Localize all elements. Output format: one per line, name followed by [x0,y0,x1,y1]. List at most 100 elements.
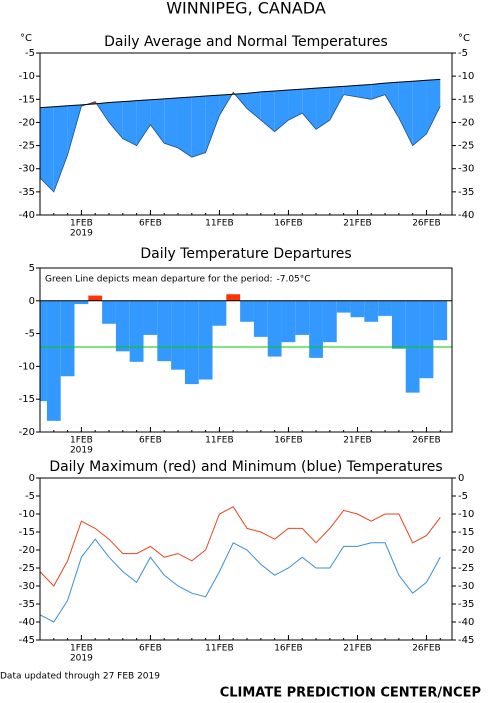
bar [129,300,144,362]
bar [433,300,448,341]
bar [157,300,172,362]
y-tick-label: -15 [458,94,474,105]
y-tick-label: -20 [19,427,35,438]
chart-title: Daily Maximum (red) and Minimum (blue) T… [49,459,442,475]
bar [198,300,213,380]
y-unit-label: °C [458,33,470,44]
y-tick-label: -35 [458,187,474,198]
anomaly-fill [136,99,151,146]
plot-frame [39,477,453,641]
y-tick-label: -20 [19,117,35,128]
y-tick-label: -20 [19,545,35,556]
x-tick-label: 1FEB [70,644,93,654]
x-tick-label: 6FEB [139,219,162,229]
anomaly-fill [53,105,68,192]
y-tick-label: -15 [458,527,474,538]
y-tick-label: -40 [19,617,35,628]
bar [102,300,116,324]
bar [60,300,75,377]
y-tick-label: -40 [19,210,35,221]
y-tick-label: 0 [29,473,35,484]
x-year-label: 2019 [70,654,93,664]
y-tick-label: -30 [458,164,474,175]
y-tick-label: -30 [19,164,35,175]
bar [378,300,392,316]
x-tick-label: 16FEB [274,436,303,446]
page-title: WINNIPEG, CANADA [166,0,326,18]
anomaly-fill [274,90,289,132]
x-tick-label: 21FEB [343,219,372,229]
plot-frame [39,52,453,216]
y-tick-label: -25 [19,141,35,152]
x-tick-label: 6FEB [139,644,162,654]
x-tick-label: 11FEB [205,219,234,229]
mean-label: -7.05°C [277,275,311,285]
bar [364,300,379,322]
normal-line [39,78,441,109]
anomaly-fill [371,83,386,100]
bar [226,294,241,301]
y-tick-label: -5 [25,329,35,340]
x-year-label: 2019 [70,229,93,239]
anomaly-fill [357,84,372,100]
x-tick-label: 1FEB [70,436,93,446]
average-line [39,91,441,193]
y-tick-label: -5 [458,491,468,502]
anomaly-fill [412,80,427,146]
bar [184,300,199,385]
y-tick-label: -40 [458,617,474,628]
y-tick-label: -25 [19,563,35,574]
y-tick-label: -45 [19,635,35,646]
anomaly-fill [343,85,358,97]
anomaly-fill [247,91,261,121]
anomaly-fill [191,96,206,158]
credit: CLIMATE PREDICTION CENTER/NCEP [220,686,481,701]
anomaly-fill [385,82,399,118]
y-tick-label: -20 [458,545,474,556]
series-line [39,538,441,623]
anomaly-fill [122,100,137,146]
bar [322,300,337,343]
y-tick-label: -45 [458,635,474,646]
anomaly-fill [164,97,179,148]
y-tick-label: -5 [25,48,35,59]
bar [267,300,282,357]
bar [240,300,254,322]
y-tick-label: -30 [19,581,35,592]
bar [336,300,351,313]
y-tick-label: -35 [19,187,35,198]
y-tick-label: -20 [458,117,474,128]
x-tick-label: 26FEB [412,436,441,446]
y-tick-label: -35 [19,599,35,610]
y-tick-label: -10 [458,509,474,520]
annotation: Green Line depicts mean departure for th… [45,275,273,285]
bar [281,300,296,343]
bar [74,300,89,305]
y-tick-label: -15 [19,94,35,105]
bar [253,300,268,337]
bar [143,300,158,335]
y-tick-label: -25 [458,563,474,574]
y-tick-label: -35 [458,599,474,610]
bar [419,300,434,379]
y-tick-label: -10 [19,71,35,82]
x-year-label: 2019 [70,446,93,456]
series-line [39,506,441,587]
y-tick-label: -40 [458,210,474,221]
bar [40,300,47,402]
bar [115,300,130,352]
y-tick-label: -10 [19,361,35,372]
anomaly-fill [398,81,413,146]
y-tick-label: -10 [458,71,474,82]
anomaly-fill [178,96,192,158]
bar [171,300,185,370]
anomaly-fill [260,90,275,132]
anomaly-fill [288,89,303,121]
anomaly-fill [302,88,317,130]
x-tick-label: 21FEB [343,436,372,446]
y-tick-label: -5 [458,48,468,59]
bar [295,300,310,335]
y-tick-label: -25 [458,141,474,152]
y-tick-label: -10 [19,509,35,520]
plot-frame [39,267,453,433]
